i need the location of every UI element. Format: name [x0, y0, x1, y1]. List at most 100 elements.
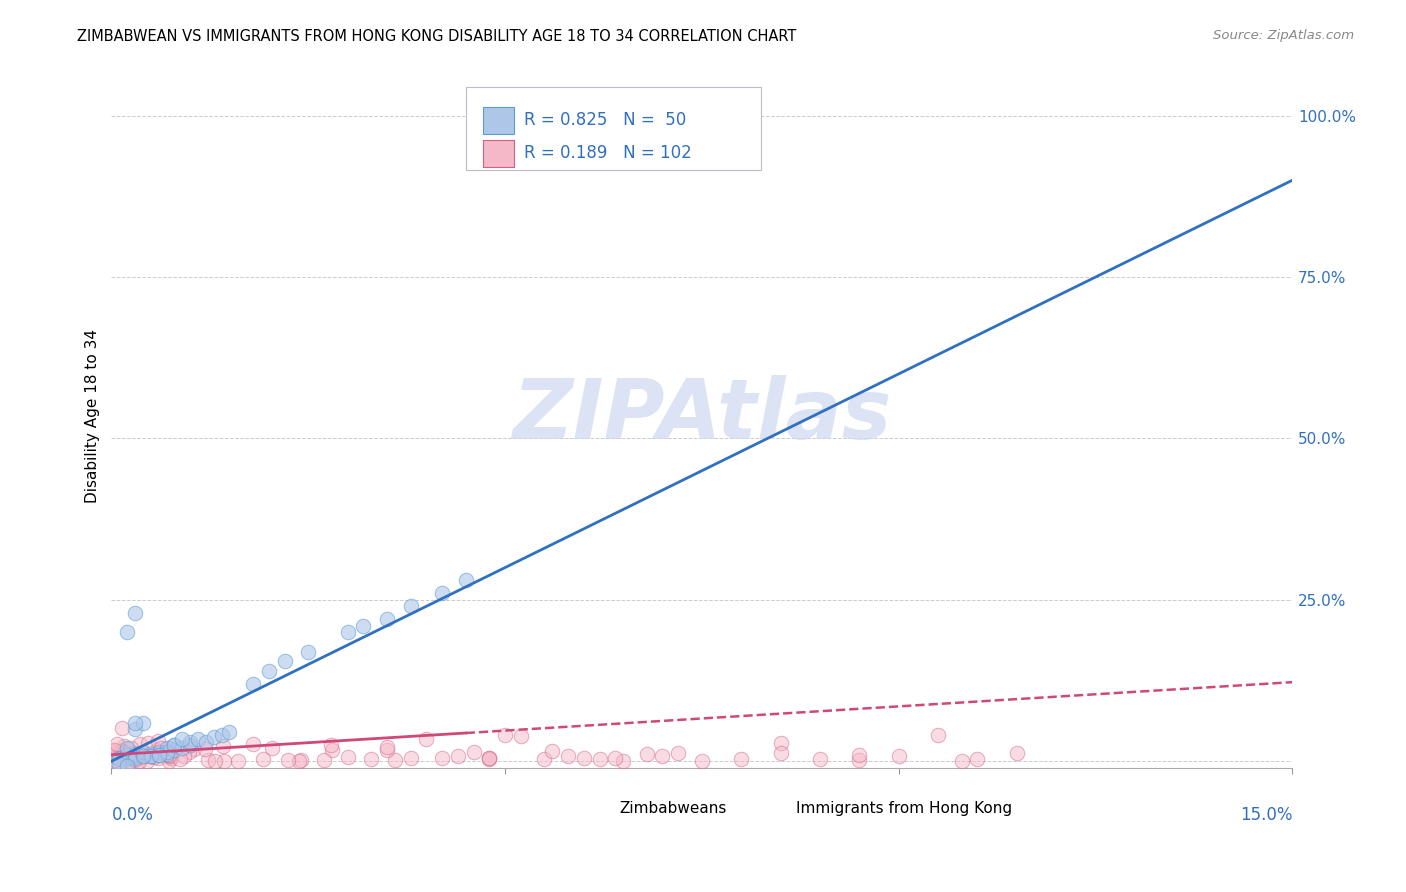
- Point: [163, 738, 186, 752]
- Point: [169, 751, 191, 765]
- Point: [124, 751, 146, 765]
- Point: [159, 749, 181, 764]
- Point: [108, 752, 131, 766]
- Point: [666, 747, 689, 761]
- Point: [211, 739, 233, 753]
- Point: [430, 751, 453, 765]
- Point: [399, 599, 422, 614]
- Point: [157, 754, 180, 768]
- Point: [103, 744, 125, 758]
- Point: [690, 754, 713, 768]
- Point: [124, 715, 146, 730]
- Point: [136, 736, 159, 750]
- FancyBboxPatch shape: [465, 87, 761, 169]
- Point: [120, 754, 142, 768]
- Point: [887, 749, 910, 764]
- Point: [148, 751, 170, 765]
- Point: [769, 736, 792, 750]
- Point: [194, 741, 217, 756]
- Text: R = 0.825   N =  50: R = 0.825 N = 50: [523, 112, 686, 129]
- Point: [297, 644, 319, 658]
- Point: [128, 754, 150, 768]
- Point: [111, 721, 134, 735]
- Point: [172, 731, 194, 746]
- Point: [124, 747, 146, 761]
- Point: [120, 741, 142, 756]
- Point: [287, 754, 309, 768]
- Point: [139, 749, 162, 764]
- Point: [115, 751, 138, 765]
- Point: [103, 743, 125, 757]
- Point: [115, 747, 138, 762]
- Point: [197, 753, 219, 767]
- Point: [848, 753, 870, 767]
- Point: [115, 751, 138, 765]
- Point: [111, 743, 134, 757]
- Point: [112, 739, 135, 753]
- Point: [375, 740, 398, 755]
- Point: [950, 754, 973, 768]
- Point: [121, 748, 143, 763]
- Point: [122, 751, 145, 765]
- Point: [454, 574, 477, 588]
- Point: [636, 747, 658, 761]
- Point: [132, 749, 155, 764]
- Point: [139, 747, 162, 761]
- Point: [124, 753, 146, 767]
- Text: Immigrants from Hong Kong: Immigrants from Hong Kong: [796, 801, 1012, 816]
- Text: 0.0%: 0.0%: [111, 806, 153, 824]
- Point: [399, 751, 422, 765]
- Point: [651, 748, 673, 763]
- Point: [478, 752, 501, 766]
- Point: [103, 743, 125, 757]
- Point: [104, 750, 127, 764]
- Point: [277, 753, 299, 767]
- Point: [136, 754, 159, 768]
- Point: [509, 729, 531, 743]
- Point: [155, 747, 177, 761]
- Point: [143, 750, 166, 764]
- Point: [148, 747, 170, 762]
- Point: [129, 748, 152, 763]
- Point: [478, 750, 501, 764]
- Point: [124, 606, 146, 620]
- Point: [212, 754, 235, 768]
- Point: [112, 753, 135, 767]
- Point: [132, 745, 155, 759]
- Point: [478, 751, 501, 765]
- Point: [242, 677, 264, 691]
- Point: [808, 752, 831, 766]
- Point: [132, 715, 155, 730]
- Point: [447, 748, 470, 763]
- Point: [848, 748, 870, 763]
- Point: [114, 751, 136, 765]
- Point: [108, 751, 131, 765]
- Point: [114, 745, 136, 759]
- Point: [211, 728, 233, 742]
- Point: [163, 742, 186, 756]
- Point: [321, 739, 343, 753]
- Point: [105, 737, 128, 751]
- Point: [242, 737, 264, 751]
- Point: [148, 747, 170, 762]
- Point: [155, 741, 177, 756]
- Point: [173, 748, 195, 763]
- Point: [572, 751, 595, 765]
- Point: [194, 735, 217, 749]
- Point: [375, 743, 398, 757]
- Point: [541, 744, 564, 758]
- Point: [157, 741, 180, 756]
- Point: [124, 749, 146, 764]
- Text: Source: ZipAtlas.com: Source: ZipAtlas.com: [1213, 29, 1354, 43]
- Point: [312, 753, 335, 767]
- Point: [129, 737, 152, 751]
- Point: [769, 747, 792, 761]
- Point: [204, 754, 226, 768]
- Text: ZIMBABWEAN VS IMMIGRANTS FROM HONG KONG DISABILITY AGE 18 TO 34 CORRELATION CHAR: ZIMBABWEAN VS IMMIGRANTS FROM HONG KONG …: [77, 29, 797, 45]
- Point: [252, 752, 274, 766]
- Point: [110, 744, 132, 758]
- Point: [112, 747, 135, 761]
- Point: [218, 725, 240, 739]
- Point: [124, 722, 146, 736]
- Point: [375, 612, 398, 626]
